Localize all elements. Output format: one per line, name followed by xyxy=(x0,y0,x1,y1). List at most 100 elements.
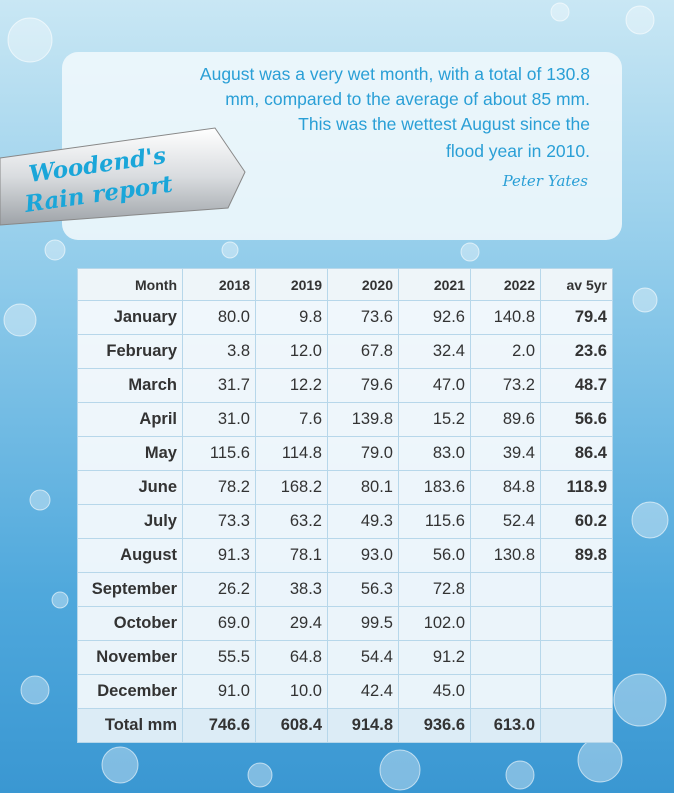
table-cell: 86.4 xyxy=(541,437,613,471)
table-cell: 89.6 xyxy=(471,403,541,437)
header-cell: 2020 xyxy=(328,269,399,301)
table-cell: 29.4 xyxy=(256,607,328,641)
table-cell: 89.8 xyxy=(541,539,613,573)
table-cell: 39.4 xyxy=(471,437,541,471)
table-cell: 45.0 xyxy=(399,675,471,709)
note-line: mm, compared to the average of about 85 … xyxy=(225,89,590,110)
table-cell: 47.0 xyxy=(399,369,471,403)
table-cell: 115.6 xyxy=(399,505,471,539)
empty-cell xyxy=(471,573,541,607)
table-cell: 38.3 xyxy=(256,573,328,607)
table-cell: April xyxy=(78,403,183,437)
note-line: This was the wettest August since the xyxy=(298,114,590,135)
table-cell: 2.0 xyxy=(471,335,541,369)
table-cell: 130.8 xyxy=(471,539,541,573)
header-cell: av 5yr xyxy=(541,269,613,301)
banner: Woodend's Rain report xyxy=(0,120,260,230)
empty-cell xyxy=(471,607,541,641)
total-cell: 914.8 xyxy=(328,709,399,743)
note-author: Peter Yates xyxy=(503,172,588,190)
table-cell: August xyxy=(78,539,183,573)
table-cell: 183.6 xyxy=(399,471,471,505)
table-cell: 72.8 xyxy=(399,573,471,607)
table-cell: 12.0 xyxy=(256,335,328,369)
table-cell: 56.0 xyxy=(399,539,471,573)
table-cell: February xyxy=(78,335,183,369)
table-cell: 60.2 xyxy=(541,505,613,539)
empty-cell xyxy=(541,607,613,641)
table-cell: September xyxy=(78,573,183,607)
table-cell: 54.4 xyxy=(328,641,399,675)
table-cell: 31.7 xyxy=(183,369,256,403)
empty-cell xyxy=(541,709,613,743)
table-cell: 79.0 xyxy=(328,437,399,471)
total-cell: 936.6 xyxy=(399,709,471,743)
table-cell: March xyxy=(78,369,183,403)
table-cell: 69.0 xyxy=(183,607,256,641)
table-cell: 140.8 xyxy=(471,301,541,335)
header-row: Month20182019202020212022av 5yr xyxy=(78,269,613,301)
header-cell: 2021 xyxy=(399,269,471,301)
table-cell: 139.8 xyxy=(328,403,399,437)
note-line: August was a very wet month, with a tota… xyxy=(200,64,590,85)
total-cell: Total mm xyxy=(78,709,183,743)
table-cell: 48.7 xyxy=(541,369,613,403)
table-cell: 56.3 xyxy=(328,573,399,607)
table-cell: 42.4 xyxy=(328,675,399,709)
table-cell: 56.6 xyxy=(541,403,613,437)
table-cell: 64.8 xyxy=(256,641,328,675)
table-cell: November xyxy=(78,641,183,675)
total-cell: 608.4 xyxy=(256,709,328,743)
table-cell: 10.0 xyxy=(256,675,328,709)
table-cell: December xyxy=(78,675,183,709)
table-cell: 91.2 xyxy=(399,641,471,675)
table-cell: 63.2 xyxy=(256,505,328,539)
table-cell: 118.9 xyxy=(541,471,613,505)
empty-cell xyxy=(471,675,541,709)
table-cell: 52.4 xyxy=(471,505,541,539)
table-cell: 83.0 xyxy=(399,437,471,471)
header-cell: Month xyxy=(78,269,183,301)
table-cell: 91.0 xyxy=(183,675,256,709)
table-cell: 92.6 xyxy=(399,301,471,335)
table-cell: 80.0 xyxy=(183,301,256,335)
table-cell: 114.8 xyxy=(256,437,328,471)
table-cell: 3.8 xyxy=(183,335,256,369)
empty-cell xyxy=(541,675,613,709)
table-cell: 80.1 xyxy=(328,471,399,505)
header-cell: 2022 xyxy=(471,269,541,301)
table-row: July73.363.249.3115.652.460.2 xyxy=(78,505,613,539)
table-cell: 73.6 xyxy=(328,301,399,335)
table-cell: 12.2 xyxy=(256,369,328,403)
table-cell: 84.8 xyxy=(471,471,541,505)
table-cell: 26.2 xyxy=(183,573,256,607)
table-cell: 168.2 xyxy=(256,471,328,505)
table-cell: 78.2 xyxy=(183,471,256,505)
table-cell: January xyxy=(78,301,183,335)
total-cell: 613.0 xyxy=(471,709,541,743)
table-cell: 99.5 xyxy=(328,607,399,641)
header-cell: 2019 xyxy=(256,269,328,301)
table-cell: May xyxy=(78,437,183,471)
table-cell: 78.1 xyxy=(256,539,328,573)
table-cell: 9.8 xyxy=(256,301,328,335)
table-cell: 67.8 xyxy=(328,335,399,369)
table-cell: 23.6 xyxy=(541,335,613,369)
table-cell: 31.0 xyxy=(183,403,256,437)
table-cell: 49.3 xyxy=(328,505,399,539)
table-cell: October xyxy=(78,607,183,641)
table-row: November55.564.854.491.2 xyxy=(78,641,613,675)
empty-cell xyxy=(541,641,613,675)
table-cell: 73.2 xyxy=(471,369,541,403)
table-cell: 91.3 xyxy=(183,539,256,573)
empty-cell xyxy=(541,573,613,607)
